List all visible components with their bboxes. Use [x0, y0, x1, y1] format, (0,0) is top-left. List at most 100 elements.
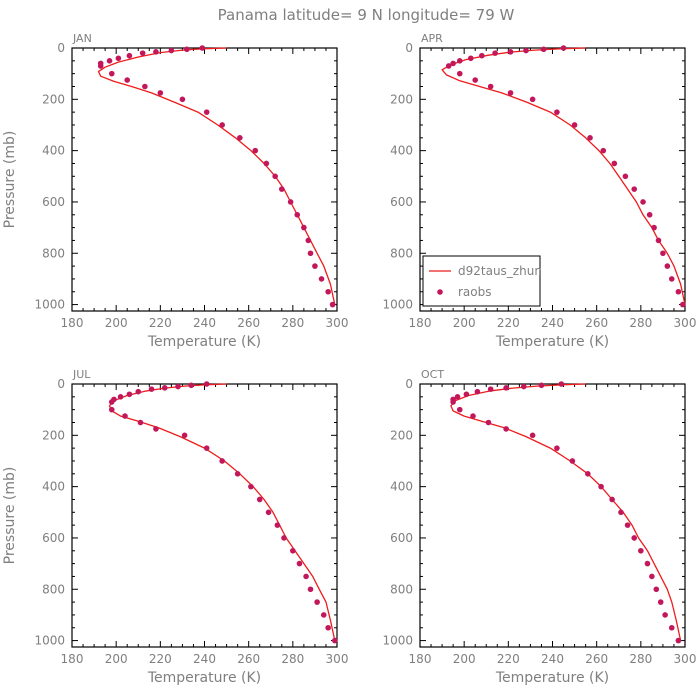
- raobs-point: [307, 250, 314, 257]
- raobs-point: [520, 383, 527, 390]
- raobs-point: [668, 624, 675, 631]
- panel-jan: 180 200 220 240 260 280 300 0 200 400 600 800 1000 Te…: [2, 32, 348, 350]
- model-line-apr: [441, 47, 686, 305]
- raobs-point: [108, 70, 115, 77]
- raobs-point: [487, 83, 494, 90]
- raobs-point: [668, 276, 675, 282]
- x-tick-label: 200: [453, 652, 476, 666]
- panel-oct: 180 200 220 240 260 280 300 0 200 400 600 800 1000 Te…: [382, 368, 696, 686]
- raobs-point: [153, 49, 159, 55]
- raobs-point: [329, 301, 336, 308]
- raobs-point: [199, 45, 206, 51]
- raobs-point: [115, 55, 122, 62]
- y-tick-label: 400: [42, 144, 65, 158]
- y-tick-label: 600: [390, 531, 413, 545]
- y-tick-label: 800: [390, 246, 413, 260]
- x-tick-label: 240: [541, 316, 564, 330]
- raobs-point: [675, 637, 682, 644]
- raobs-point: [660, 250, 666, 257]
- raobs-point: [492, 50, 498, 56]
- raobs-point: [320, 612, 327, 618]
- raobs-point: [274, 522, 281, 528]
- raobs-point: [479, 52, 485, 59]
- raobs-point: [598, 483, 604, 490]
- month-label: APR: [421, 32, 443, 45]
- raobs-point: [472, 77, 479, 83]
- model-line-jul: [108, 383, 336, 641]
- raobs-point: [662, 612, 668, 618]
- raobs-point: [157, 90, 164, 96]
- raobs-point: [179, 96, 186, 103]
- y-tick-label: 400: [390, 480, 413, 494]
- raobs-point: [631, 186, 638, 192]
- raobs-point: [301, 224, 307, 231]
- raobs-point: [126, 52, 133, 59]
- raobs-point: [325, 288, 331, 295]
- raobs-point: [503, 426, 509, 432]
- raobs-point: [307, 586, 314, 593]
- legend-box: [422, 255, 541, 307]
- raobs-point: [622, 173, 629, 180]
- raobs-point: [554, 109, 560, 115]
- x-tick-label: 220: [497, 652, 520, 666]
- x-axis-label: Temperature (K): [147, 670, 261, 686]
- y-tick-label: 200: [390, 92, 413, 106]
- x-tick-label: 200: [453, 316, 476, 330]
- model-line-oct: [450, 383, 682, 641]
- legend-marker-swatch: [437, 289, 443, 295]
- raobs-point: [265, 509, 272, 516]
- raobs-point: [142, 83, 148, 90]
- raobs-point: [237, 135, 243, 141]
- raobs-point: [168, 47, 175, 54]
- x-tick-label: 280: [281, 652, 304, 666]
- raobs-point: [305, 237, 312, 244]
- y-tick-label: 800: [42, 582, 65, 596]
- raobs-point: [651, 224, 657, 231]
- x-tick-label: 220: [149, 316, 172, 330]
- plot-frame: [419, 383, 686, 648]
- x-tick-label: 260: [237, 316, 260, 330]
- x-tick-label: 260: [585, 316, 608, 330]
- raobs-point: [529, 96, 536, 103]
- raobs-point: [184, 46, 190, 53]
- raobs-point: [219, 122, 225, 128]
- raobs-point: [624, 522, 631, 528]
- x-tick-label: 240: [193, 316, 216, 330]
- raobs-point: [456, 58, 463, 64]
- raobs-point: [296, 560, 303, 567]
- raobs-point: [664, 263, 671, 269]
- raobs-point: [445, 63, 452, 69]
- raobs-point: [203, 109, 210, 115]
- raobs-point: [248, 483, 254, 490]
- y-tick-label: 1000: [382, 634, 413, 648]
- y-tick-label: 1000: [34, 298, 65, 312]
- y-tick-label: 0: [405, 377, 413, 391]
- raobs-point: [108, 399, 115, 405]
- raobs-point: [611, 160, 618, 167]
- y-tick-label: 800: [42, 246, 65, 260]
- raobs-point: [587, 135, 593, 141]
- raobs-point: [450, 60, 456, 67]
- y-tick-label: 200: [390, 428, 413, 442]
- raobs-point: [139, 50, 146, 56]
- raobs-point: [450, 399, 456, 405]
- x-tick-label: 240: [193, 652, 216, 666]
- raobs-point: [538, 382, 545, 389]
- raobs-point: [485, 419, 492, 426]
- x-tick-label: 220: [497, 316, 520, 330]
- raobs-point: [655, 237, 662, 244]
- y-axis-label: Pressure (mb): [2, 467, 18, 565]
- raobs-point: [303, 573, 309, 580]
- x-tick-label: 180: [61, 316, 84, 330]
- raobs-point: [252, 147, 259, 154]
- raobs-point: [560, 45, 567, 51]
- raobs-point: [181, 432, 188, 439]
- y-axis-label: Pressure (mb): [2, 131, 18, 229]
- y-tick-label: 1000: [34, 634, 65, 648]
- raobs-point: [558, 381, 565, 387]
- raobs-point: [203, 445, 210, 451]
- y-tick-label: 0: [57, 377, 65, 391]
- raobs-point: [281, 535, 287, 541]
- raobs-point: [646, 211, 653, 218]
